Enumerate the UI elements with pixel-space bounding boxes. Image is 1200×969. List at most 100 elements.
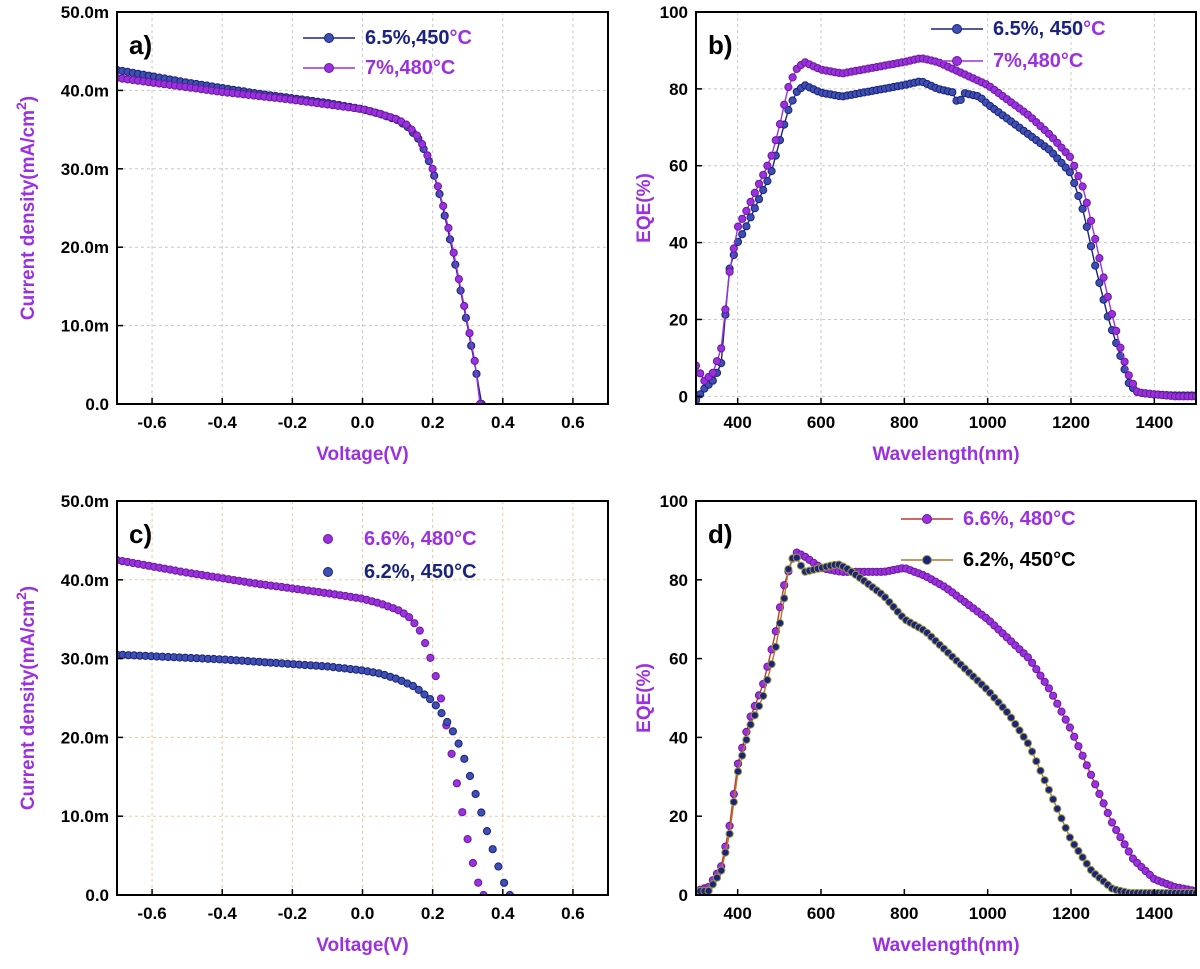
legend-label-c-1: 6.2%, 450°C (364, 561, 477, 583)
x-tick-label-c-2: -0.2 (278, 904, 307, 923)
data-point-d-1-92 (1078, 853, 1087, 862)
x-tick-label-c-4: 0.2 (421, 904, 445, 923)
data-point-b-1-93 (1082, 198, 1091, 207)
legend-label-b-1: 7%,480°C (993, 50, 1083, 72)
data-point-c-0-60 (431, 672, 440, 681)
y-tick-label-d-4: 80 (669, 571, 688, 590)
x-tick-label-b-1: 600 (807, 413, 835, 432)
y-axis-label-d: EQE(%) (634, 663, 655, 733)
plot-area-c (117, 556, 514, 895)
legend-a: 6.5%,450°C 7%,480°C (303, 27, 472, 79)
x-tick-label-b-0: 400 (723, 413, 751, 432)
legend-label-unit-b-0: °C (1083, 18, 1105, 40)
data-point-d-0-88 (1061, 715, 1070, 724)
data-point-c-1-66 (488, 845, 497, 854)
data-point-d-1-91 (1074, 846, 1083, 856)
data-point-c-1-55 (426, 695, 435, 704)
data-point-c-0-64 (452, 779, 461, 788)
data-point-a-1-68 (470, 356, 479, 365)
x-axis-label-d: Wavelength(nm) (872, 935, 1019, 956)
data-point-d-0-80 (1028, 658, 1037, 667)
data-point-b-1-14 (750, 188, 759, 197)
data-point-c-1-57 (437, 709, 446, 718)
x-tick-label-d-2: 800 (890, 904, 918, 923)
data-point-d-0-93 (1082, 761, 1091, 770)
y-tick-label-a-5: 50.0m (61, 3, 109, 22)
data-point-b-0-89 (1065, 168, 1075, 177)
data-point-b-0-13 (746, 213, 755, 222)
axes-frame-a (116, 11, 609, 405)
data-point-d-0-99 (1107, 818, 1117, 827)
data-point-c-1-56 (431, 701, 440, 710)
y-tick-label-c-3: 30.0m (61, 650, 109, 669)
data-point-a-1-57 (412, 131, 421, 140)
data-point-d-1-17 (763, 675, 772, 685)
data-point-d-0-90 (1070, 732, 1079, 741)
series-line-a-1 (117, 77, 481, 404)
data-point-c-1-61 (460, 754, 469, 763)
data-point-b-0-16 (759, 186, 768, 195)
y-tick-label-c-5: 50.0m (61, 492, 109, 511)
series-markers-c-1 (117, 650, 514, 895)
panel-a: -0.6 -0.4 -0.2 0.0 0.2 0.4 0.6 0.0 10.0m 20.0m 30.… (13, 3, 609, 465)
y-axis-label-main-a: Current density(mA/cm (18, 110, 39, 320)
legend-label-name-d-0: 6.6%, 480°C (963, 508, 1076, 530)
legend-label-d-0: 6.6%, 480°C (963, 508, 1076, 530)
x-tick-label-b-2: 800 (890, 413, 918, 432)
plot-area-a (117, 65, 486, 404)
data-point-b-1-21 (780, 100, 789, 109)
y-axis-label-sup-a: 2 (13, 102, 29, 110)
panel-label-b: b) (708, 30, 733, 60)
data-point-c-1-65 (482, 827, 492, 836)
data-point-d-1-21 (780, 594, 789, 603)
y-tick-label-b-3: 60 (669, 157, 688, 176)
legend-swatch-a-0 (303, 33, 355, 43)
axes-frame-c (116, 500, 609, 896)
data-point-b-1-17 (763, 161, 772, 170)
data-point-d-0-98 (1103, 808, 1112, 818)
data-point-a-1-61 (433, 182, 442, 191)
legend-marker-d-0 (922, 514, 932, 524)
axes-frame-d (695, 500, 1197, 896)
x-tick-label-c-0: -0.6 (137, 904, 166, 923)
data-point-b-0-61 (948, 88, 957, 97)
data-point-d-0-102 (1120, 840, 1129, 849)
data-point-a-1-62 (439, 201, 448, 211)
data-point-c-1-62 (465, 771, 475, 781)
panel-label-a: a) (129, 30, 152, 60)
data-point-d-1-75 (1007, 713, 1016, 722)
data-point-c-1-60 (454, 739, 463, 748)
x-tick-label-a-1: -0.4 (208, 413, 238, 432)
data-point-b-1-98 (1103, 292, 1112, 301)
data-point-d-1-4 (708, 880, 717, 889)
legend-swatch-b-0 (931, 24, 983, 34)
x-tick-label-a-0: -0.6 (137, 413, 166, 432)
legend-b: 6.5%, 450°C7%,480°C (931, 18, 1106, 72)
data-point-d-1-7 (721, 848, 730, 857)
data-point-d-1-93 (1082, 859, 1091, 868)
data-point-a-1-63 (444, 223, 453, 233)
data-point-c-0-61 (436, 694, 446, 703)
data-point-c-1-64 (477, 808, 486, 817)
data-point-d-1-83 (1040, 776, 1049, 785)
data-point-b-1-15 (754, 179, 764, 188)
data-point-c-0-65 (458, 808, 467, 817)
legend-marker-c-0 (323, 534, 333, 544)
panel-b: 400 600 800 1000 1200 1400 0 20 40 60 80 100 Wavelen… (634, 3, 1197, 465)
data-point-b-1-9 (729, 244, 738, 253)
data-point-b-1-18 (767, 151, 776, 160)
data-point-d-1-20 (775, 619, 785, 628)
x-axis-label-b: Wavelength(nm) (872, 444, 1019, 465)
legend-label-name-c-1: 6.2%, 450°C (364, 561, 477, 583)
data-point-d-0-101 (1116, 833, 1125, 842)
data-point-d-1-82 (1036, 766, 1045, 775)
series-markers-d-0 (696, 548, 1196, 895)
x-tick-label-d-5: 1400 (1135, 904, 1173, 923)
data-point-d-1-16 (759, 691, 768, 701)
y-tick-label-b-5: 100 (660, 3, 688, 22)
data-point-b-1-7 (721, 305, 730, 314)
panel-label-c: c) (129, 519, 152, 549)
x-axis-label-a: Voltage(V) (316, 444, 409, 465)
panel-label-d: d) (708, 519, 733, 549)
y-tick-label-d-3: 60 (669, 650, 688, 669)
